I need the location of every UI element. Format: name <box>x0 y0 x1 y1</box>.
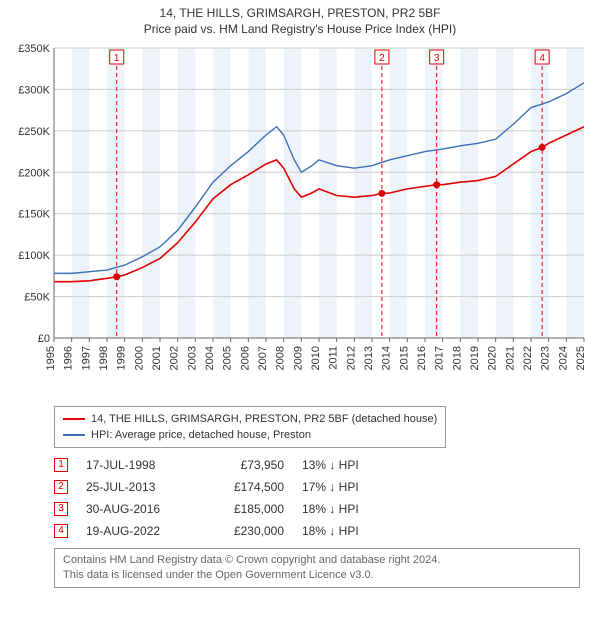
svg-text:3: 3 <box>434 53 440 64</box>
sale-date: 25-JUL-2013 <box>86 480 186 494</box>
svg-text:1: 1 <box>114 53 120 64</box>
svg-text:2018: 2018 <box>451 346 463 370</box>
sale-marker-2: 2 <box>54 480 68 494</box>
svg-text:2021: 2021 <box>504 346 516 370</box>
svg-text:2019: 2019 <box>469 346 481 370</box>
svg-text:£50K: £50K <box>24 292 50 304</box>
legend-swatch-hpi <box>63 434 85 436</box>
svg-text:2022: 2022 <box>522 346 534 370</box>
svg-text:£350K: £350K <box>18 43 50 55</box>
svg-text:2024: 2024 <box>557 346 569 370</box>
sales-row: 1 17-JUL-1998 £73,950 13% ↓ HPI <box>54 454 590 476</box>
legend-swatch-property <box>63 418 85 420</box>
svg-text:2014: 2014 <box>381 346 393 370</box>
sale-diff: 17% ↓ HPI <box>302 480 392 494</box>
chart-svg: £0 £50K £100K £150K £200K £250K £300K £350K 1995… <box>10 40 590 400</box>
sale-price: £230,000 <box>204 524 284 538</box>
svg-text:2016: 2016 <box>416 346 428 370</box>
svg-text:2012: 2012 <box>345 346 357 370</box>
svg-text:2008: 2008 <box>275 346 287 370</box>
svg-text:2023: 2023 <box>540 346 552 370</box>
svg-text:2009: 2009 <box>292 346 304 370</box>
sale-diff: 18% ↓ HPI <box>302 524 392 538</box>
svg-text:2: 2 <box>379 53 385 64</box>
sale-marker-4: 4 <box>54 524 68 538</box>
legend-item-property: 14, THE HILLS, GRIMSARGH, PRESTON, PR2 5… <box>63 411 437 427</box>
sales-table: 1 17-JUL-1998 £73,950 13% ↓ HPI 2 25-JUL… <box>54 454 590 542</box>
sales-row: 3 30-AUG-2016 £185,000 18% ↓ HPI <box>54 498 590 520</box>
legend-label-hpi: HPI: Average price, detached house, Pres… <box>91 427 311 443</box>
sale-marker-3: 3 <box>54 502 68 516</box>
svg-text:1998: 1998 <box>98 346 110 370</box>
chart-titles: 14, THE HILLS, GRIMSARGH, PRESTON, PR2 5… <box>10 6 590 36</box>
legend-item-hpi: HPI: Average price, detached house, Pres… <box>63 427 437 443</box>
svg-text:£0: £0 <box>38 333 50 345</box>
svg-text:2007: 2007 <box>257 346 269 370</box>
sale-marker-1: 1 <box>54 458 68 472</box>
svg-text:2013: 2013 <box>363 346 375 370</box>
attribution-footer: Contains HM Land Registry data © Crown c… <box>54 548 580 588</box>
sales-row: 2 25-JUL-2013 £174,500 17% ↓ HPI <box>54 476 590 498</box>
svg-text:1999: 1999 <box>116 346 128 370</box>
svg-text:1997: 1997 <box>80 346 92 370</box>
svg-text:£200K: £200K <box>18 167 50 179</box>
svg-text:£300K: £300K <box>18 84 50 96</box>
svg-text:2011: 2011 <box>328 346 340 370</box>
sale-date: 30-AUG-2016 <box>86 502 186 516</box>
sale-diff: 18% ↓ HPI <box>302 502 392 516</box>
svg-text:2006: 2006 <box>239 346 251 370</box>
sale-diff: 13% ↓ HPI <box>302 458 392 472</box>
svg-text:2000: 2000 <box>133 346 145 370</box>
svg-text:2005: 2005 <box>222 346 234 370</box>
svg-text:£250K: £250K <box>18 126 50 138</box>
sale-date: 17-JUL-1998 <box>86 458 186 472</box>
svg-text:2020: 2020 <box>487 346 499 370</box>
price-chart: £0 £50K £100K £150K £200K £250K £300K £350K 1995… <box>10 40 590 400</box>
legend-label-property: 14, THE HILLS, GRIMSARGH, PRESTON, PR2 5… <box>91 411 437 427</box>
svg-text:£100K: £100K <box>18 250 50 262</box>
svg-text:2003: 2003 <box>186 346 198 370</box>
svg-text:1996: 1996 <box>63 346 75 370</box>
sale-price: £174,500 <box>204 480 284 494</box>
chart-title: 14, THE HILLS, GRIMSARGH, PRESTON, PR2 5… <box>10 6 590 20</box>
svg-text:2001: 2001 <box>151 346 163 370</box>
svg-text:£150K: £150K <box>18 209 50 221</box>
sale-price: £185,000 <box>204 502 284 516</box>
chart-subtitle: Price paid vs. HM Land Registry's House … <box>10 22 590 36</box>
svg-text:2025: 2025 <box>575 346 587 370</box>
svg-text:2004: 2004 <box>204 346 216 370</box>
svg-text:2010: 2010 <box>310 346 322 370</box>
svg-text:2017: 2017 <box>434 346 446 370</box>
footer-line1: Contains HM Land Registry data © Crown c… <box>63 553 571 568</box>
svg-text:1995: 1995 <box>45 346 57 370</box>
legend: 14, THE HILLS, GRIMSARGH, PRESTON, PR2 5… <box>54 406 446 448</box>
svg-text:2002: 2002 <box>169 346 181 370</box>
svg-text:2015: 2015 <box>398 346 410 370</box>
footer-line2: This data is licensed under the Open Gov… <box>63 568 571 583</box>
sale-price: £73,950 <box>204 458 284 472</box>
svg-text:4: 4 <box>539 53 545 64</box>
sales-row: 4 19-AUG-2022 £230,000 18% ↓ HPI <box>54 520 590 542</box>
sale-date: 19-AUG-2022 <box>86 524 186 538</box>
